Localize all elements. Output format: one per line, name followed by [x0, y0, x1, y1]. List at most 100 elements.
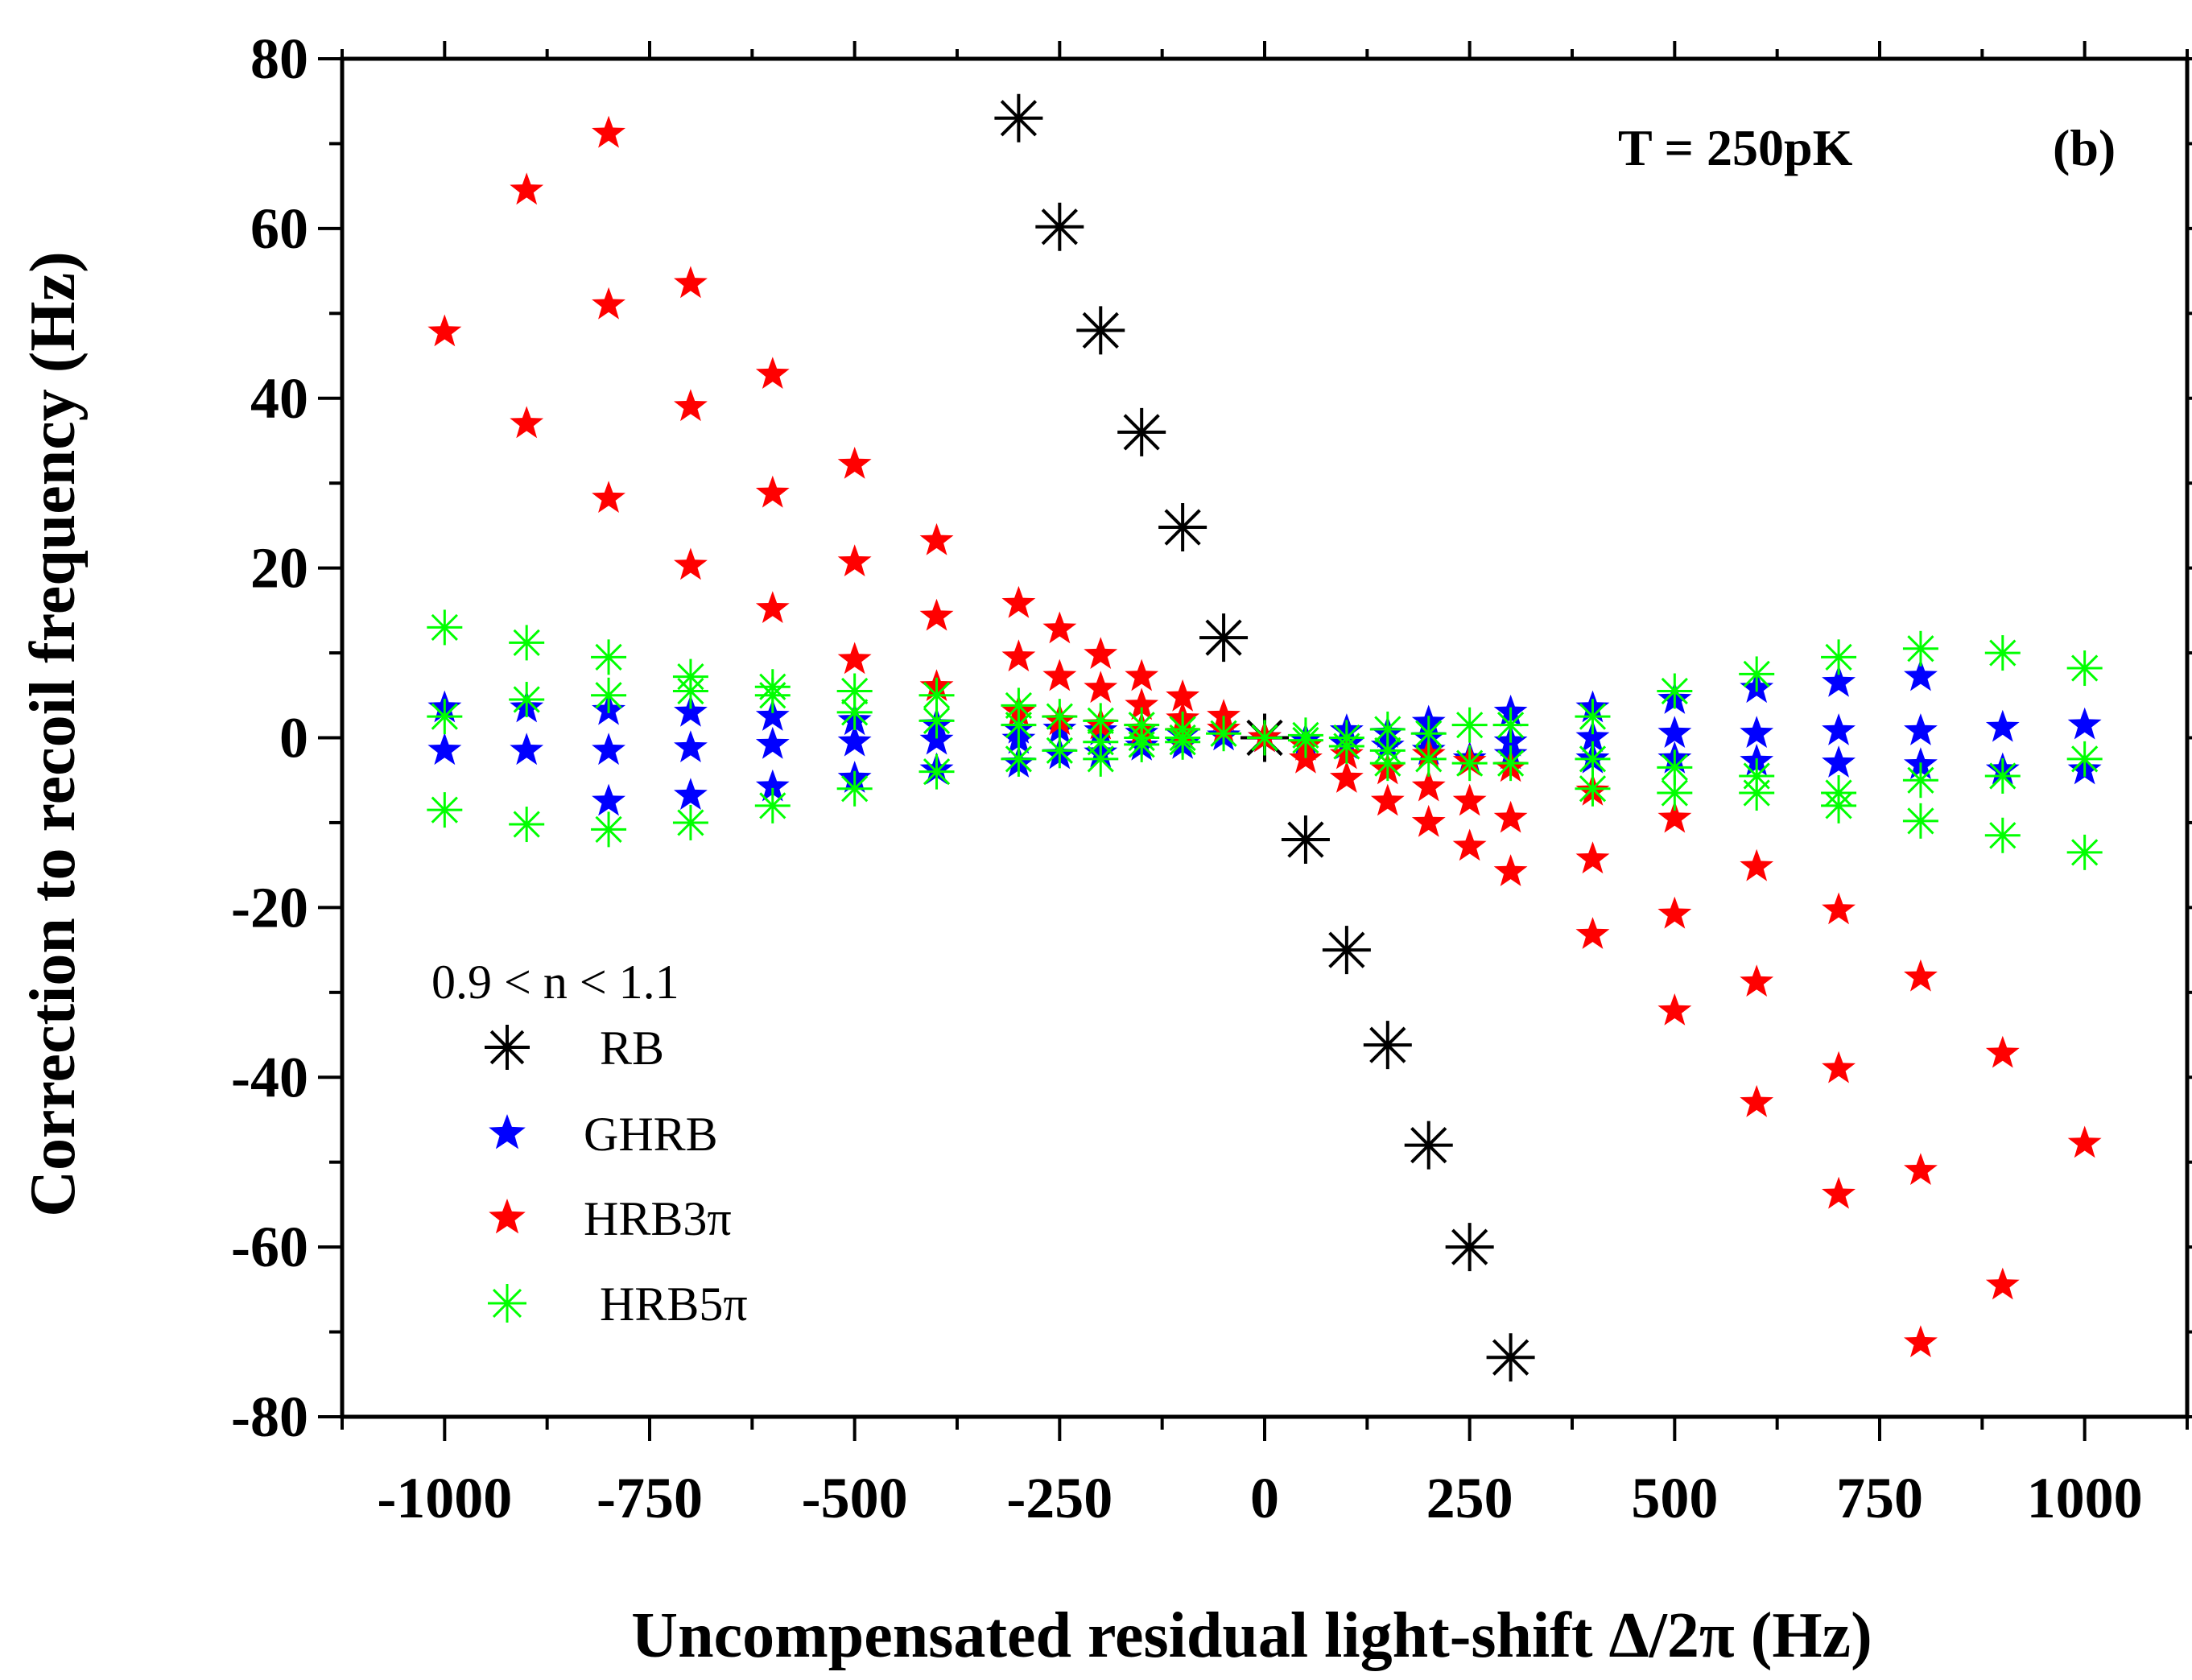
data-point	[1821, 639, 1857, 675]
data-point	[1125, 687, 1159, 720]
data-point	[509, 682, 545, 718]
data-point	[1445, 1223, 1494, 1272]
data-point	[1042, 733, 1078, 769]
data-point	[674, 389, 708, 422]
data-point	[1657, 896, 1692, 929]
data-point	[2067, 1125, 2102, 1158]
data-point	[509, 807, 545, 843]
x-tick-label: -500	[802, 1466, 908, 1530]
x-tick-label: -750	[597, 1466, 703, 1530]
data-point	[1740, 964, 1774, 997]
data-point	[1902, 630, 1938, 667]
data-point	[1739, 656, 1775, 692]
data-point	[1822, 892, 1856, 925]
data-point	[754, 787, 791, 823]
data-point	[427, 609, 463, 646]
data-point	[1904, 1153, 1938, 1185]
data-point	[1740, 1084, 1774, 1117]
legend-label: HRB3π	[584, 1192, 732, 1245]
data-point	[2067, 707, 2102, 740]
x-tick-label: 0	[1250, 1466, 1279, 1530]
data-point	[1575, 917, 1610, 949]
data-point	[1084, 637, 1118, 669]
data-point	[1117, 407, 1166, 456]
data-point	[1493, 854, 1528, 886]
data-point	[1452, 828, 1487, 861]
y-tick-label: -80	[231, 1385, 308, 1449]
data-point	[1322, 926, 1371, 975]
data-point	[1904, 713, 1938, 745]
data-point	[1657, 716, 1692, 748]
data-point	[1822, 1051, 1856, 1084]
data-point	[1493, 800, 1528, 833]
x-tick-label: -250	[1006, 1466, 1113, 1530]
data-point	[1001, 741, 1037, 777]
data-point	[1124, 726, 1160, 762]
data-point	[837, 724, 872, 757]
data-point	[755, 591, 790, 623]
data-point	[1404, 1121, 1453, 1170]
data-point	[1985, 1035, 2020, 1068]
data-point	[755, 726, 790, 759]
data-point	[1165, 724, 1201, 760]
data-point	[755, 475, 790, 508]
data-point	[592, 783, 625, 816]
panel-label: (b)	[2053, 119, 2116, 176]
data-point	[918, 703, 955, 739]
legend-marker	[489, 1114, 526, 1150]
data-point	[837, 642, 872, 675]
data-point	[1575, 720, 1610, 753]
data-point	[510, 406, 544, 439]
data-point	[592, 481, 625, 513]
data-point	[1904, 1325, 1938, 1358]
data-point	[1084, 671, 1118, 704]
y-tick-label: -20	[231, 875, 308, 939]
data-point	[836, 694, 873, 730]
series-hrb5pi	[427, 609, 2103, 870]
data-point	[674, 730, 708, 762]
data-point	[1822, 665, 1856, 697]
data-point	[672, 804, 708, 840]
data-point	[1739, 775, 1775, 811]
y-tick-label: 60	[250, 196, 308, 261]
data-point	[1984, 817, 2021, 853]
legend-marker	[489, 1199, 526, 1234]
legend-label: GHRB	[584, 1108, 718, 1161]
data-point	[1451, 707, 1488, 743]
data-point	[1657, 993, 1692, 1026]
data-point	[1575, 841, 1610, 874]
data-point	[1328, 729, 1364, 765]
y-tick-label: 0	[279, 706, 308, 770]
y-axis-ticks: -80 -60 -40 -20 0 20 40 60 80	[231, 27, 2192, 1449]
data-point	[1001, 707, 1037, 743]
data-point	[2066, 650, 2103, 687]
data-point	[1247, 720, 1282, 756]
x-tick-label: 500	[1631, 1466, 1718, 1530]
data-point	[427, 733, 462, 766]
data-point	[994, 93, 1043, 142]
data-point	[1206, 716, 1242, 752]
data-point	[1363, 1021, 1412, 1070]
data-point	[1902, 762, 1938, 799]
data-point	[1902, 803, 1938, 839]
data-point	[1985, 1267, 2020, 1300]
data-point	[1904, 658, 1938, 691]
x-tick-label: -1000	[377, 1466, 512, 1530]
data-point	[1452, 783, 1487, 816]
data-point	[1411, 769, 1446, 802]
data-point	[1035, 202, 1084, 251]
data-point	[2066, 741, 2103, 777]
data-point	[1904, 959, 1938, 992]
y-tick-label: 80	[250, 27, 308, 91]
data-point	[1657, 775, 1693, 811]
data-point	[1125, 658, 1159, 691]
data-point	[1369, 745, 1406, 782]
data-point	[1042, 658, 1077, 691]
data-point	[1411, 804, 1446, 837]
y-tick-label: 40	[250, 366, 308, 431]
data-point	[1984, 635, 2021, 671]
data-point	[674, 266, 708, 299]
data-point	[754, 677, 791, 713]
data-point	[836, 770, 873, 807]
